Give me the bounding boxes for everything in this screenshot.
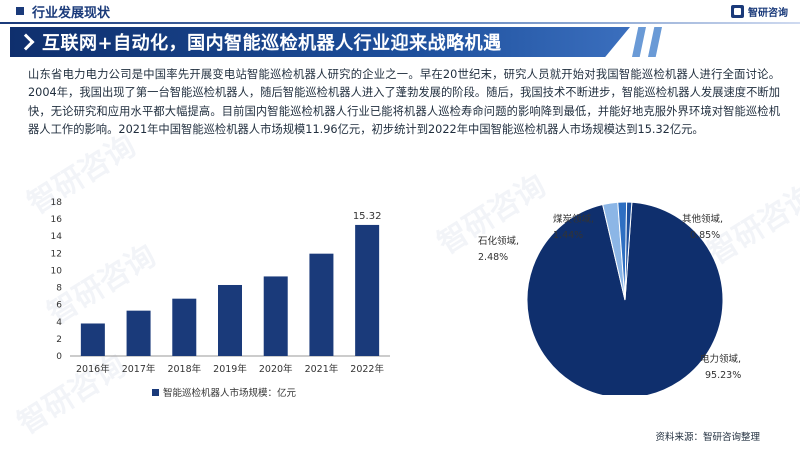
y-tick-label: 14 xyxy=(51,232,63,242)
y-tick-label: 6 xyxy=(56,301,62,311)
banner-stripe xyxy=(648,27,662,57)
x-tick-label: 2022年 xyxy=(350,363,384,375)
bar xyxy=(80,323,105,356)
y-tick-label: 2 xyxy=(56,335,62,345)
y-tick-label: 16 xyxy=(51,215,63,225)
brand-logo-icon xyxy=(731,5,744,18)
bar xyxy=(309,253,334,356)
body-paragraph: 山东省电力电力公司是中国率先开展变电站智能巡检机器人研究的企业之一。早在20世纪… xyxy=(28,68,780,136)
x-tick-label: 2016年 xyxy=(76,363,110,375)
bar xyxy=(126,310,151,356)
pie-label-value: 1.44% xyxy=(553,230,583,241)
bar xyxy=(355,224,380,356)
header-square-icon xyxy=(16,7,24,15)
pie-slice xyxy=(526,201,724,395)
bar xyxy=(218,284,242,356)
bar-chart: 0 2 4 6 8 10 12 14 16 18 2016年 2017年 2018年 2019年 2020年… xyxy=(51,198,390,399)
pie-label-value: 95.23% xyxy=(705,370,741,381)
section-title: 行业发展现状 xyxy=(32,5,111,21)
x-tick-label: 2020年 xyxy=(259,363,293,375)
banner-stripe xyxy=(632,27,646,57)
pie-label-value: 2.48% xyxy=(478,252,508,263)
pie-slice xyxy=(624,201,633,301)
y-tick-label: 0 xyxy=(56,352,62,362)
y-tick-label: 8 xyxy=(56,284,62,294)
brand: 智研咨询 xyxy=(731,4,788,19)
bar-value-label: 15.32 xyxy=(353,211,382,222)
bar xyxy=(263,276,288,356)
brand-name: 智研咨询 xyxy=(748,8,788,19)
source-note: 资料来源：智研咨询整理 xyxy=(655,432,760,443)
y-tick-label: 18 xyxy=(51,198,63,208)
pie-label-name: 其他领域, xyxy=(682,213,723,225)
pie-label-value: 0.85% xyxy=(690,230,720,241)
pie-label-name: 煤炭领域, xyxy=(553,213,594,225)
x-tick-label: 2018年 xyxy=(167,363,201,375)
legend-swatch xyxy=(152,389,159,396)
x-tick-label: 2019年 xyxy=(213,363,247,375)
y-tick-label: 10 xyxy=(51,266,63,276)
pie-label-name: 电力领域, xyxy=(700,353,741,365)
pie-chart: 电力领域, 95.23% 石化领域, 2.48% 煤炭领域, 1.44% 其他领域, 0.85… xyxy=(478,201,741,395)
title-banner: 互联网+自动化，国内智能巡检机器人行业迎来战略机遇 xyxy=(10,27,630,57)
chevron-icon xyxy=(18,34,34,50)
pie-label-name: 石化领域, xyxy=(478,235,519,247)
legend-label: 智能巡检机器人市场规模：亿元 xyxy=(163,387,297,399)
y-tick-label: 12 xyxy=(51,249,62,259)
x-tick-label: 2017年 xyxy=(122,363,156,375)
banner-title: 互联网+自动化，国内智能巡检机器人行业迎来战略机遇 xyxy=(42,33,502,54)
y-tick-label: 4 xyxy=(56,318,62,328)
bar xyxy=(172,298,197,356)
header-bar: 行业发展现状 xyxy=(0,0,800,22)
header-divider xyxy=(0,22,800,24)
x-tick-label: 2021年 xyxy=(305,363,339,375)
